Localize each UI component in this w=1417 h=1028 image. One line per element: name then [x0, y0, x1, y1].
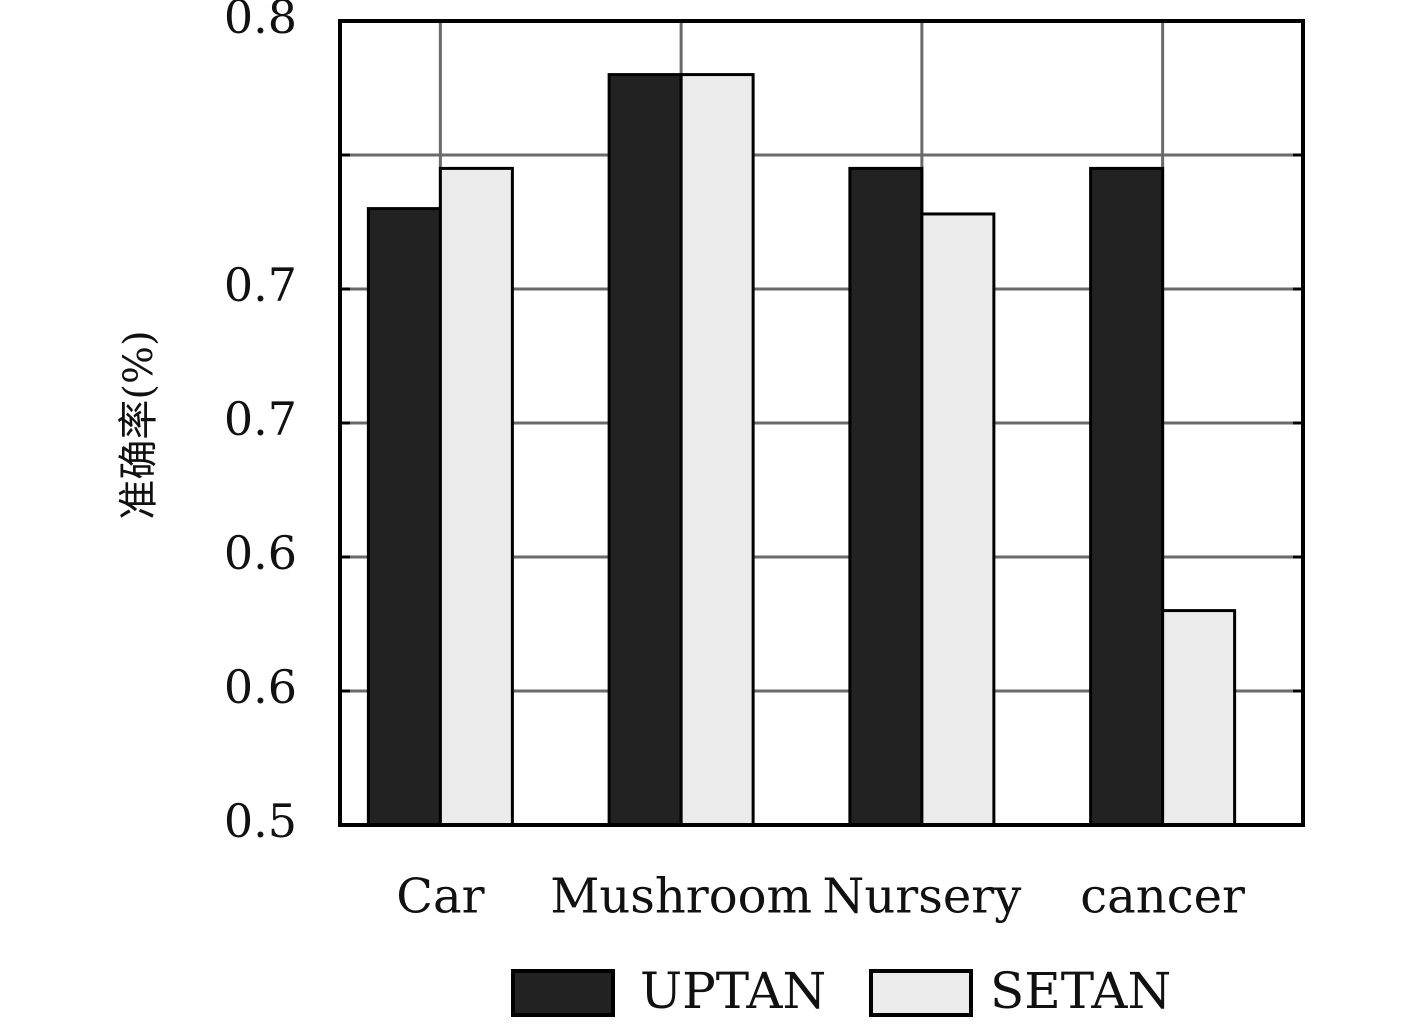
x-category-label: Nursery: [822, 869, 1021, 925]
x-axis-categories: Car Mushroom Nursery cancer: [396, 869, 1245, 925]
y-tick-label: 0.7: [224, 392, 297, 446]
bar-uptan-nursery: [848, 166, 924, 827]
y-tick-label: 0.7: [224, 258, 297, 312]
y-axis-label: 准确率(%): [116, 330, 162, 519]
legend-label-setan: SETAN: [990, 962, 1171, 1020]
y-tick-label: 0.6: [224, 660, 297, 714]
legend: UPTAN SETAN: [511, 962, 1171, 1020]
x-category-label: cancer: [1080, 869, 1245, 925]
y-tick-label: 0.5: [224, 794, 297, 848]
bar-uptan-mushroom: [607, 73, 683, 827]
legend-label-uptan: UPTAN: [640, 962, 826, 1020]
x-category-label: Car: [396, 869, 484, 925]
y-tick-label: 0.8: [224, 0, 297, 44]
bar-uptan-cancer: [1089, 166, 1165, 827]
legend-swatch-setan: [869, 969, 973, 1017]
x-category-label: Mushroom: [550, 869, 812, 925]
bar-setan-mushroom: [679, 73, 755, 827]
y-axis-ticks: 0.5 0.6 0.6 0.7 0.7 0.8: [224, 0, 1303, 848]
y-tick-label: 0.6: [224, 526, 297, 580]
bars: [366, 73, 1237, 827]
bar-setan-cancer: [1161, 609, 1237, 827]
bar-setan-nursery: [920, 212, 996, 827]
bar-uptan-car: [366, 207, 442, 827]
bar-setan-car: [438, 166, 514, 827]
legend-swatch-uptan: [511, 969, 615, 1017]
